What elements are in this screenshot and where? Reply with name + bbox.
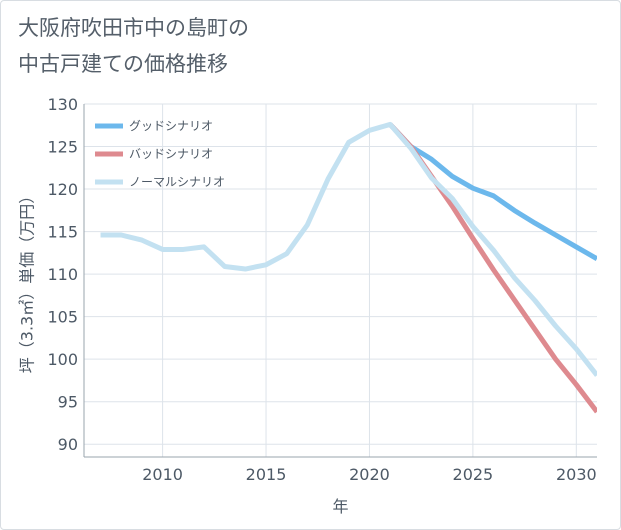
x-tick-label: 2015 (246, 465, 287, 484)
x-tick-label: 2025 (453, 465, 494, 484)
y-tick-label: 120 (47, 180, 78, 199)
grid (83, 103, 597, 458)
series-line-normal (100, 121, 597, 377)
series-line-bad (388, 122, 597, 414)
series-line-good (388, 122, 597, 261)
y-tick-label: 110 (47, 265, 78, 284)
legend-label-good: グッドシナリオ (129, 119, 213, 133)
y-tick-label: 105 (47, 308, 78, 327)
y-axis-label: 坪（3.3㎡）単価（万円） (18, 188, 37, 373)
y-tick-label: 100 (47, 350, 78, 369)
y-tick-label: 90 (58, 435, 78, 454)
x-tick-label: 2020 (349, 465, 390, 484)
series-lines (100, 121, 597, 414)
y-tick-label: 130 (47, 95, 78, 114)
x-tick-label: 2030 (556, 465, 597, 484)
y-tick-label: 95 (58, 393, 78, 412)
x-axis-label: 年 (332, 497, 348, 516)
x-tick-label: 2010 (142, 465, 183, 484)
legend-label-bad: バッドシナリオ (129, 147, 213, 161)
y-tick-label: 125 (47, 138, 78, 157)
chart-title: 大阪府吹田市中の島町の 中古戸建ての価格推移 (18, 16, 249, 76)
axis-ticks: 90 95 100 105 110 115 120 125 130 2010 2015 2020 202… (47, 95, 596, 484)
y-tick-label: 115 (47, 223, 78, 242)
legend-label-normal: ノーマルシナリオ (129, 175, 225, 189)
